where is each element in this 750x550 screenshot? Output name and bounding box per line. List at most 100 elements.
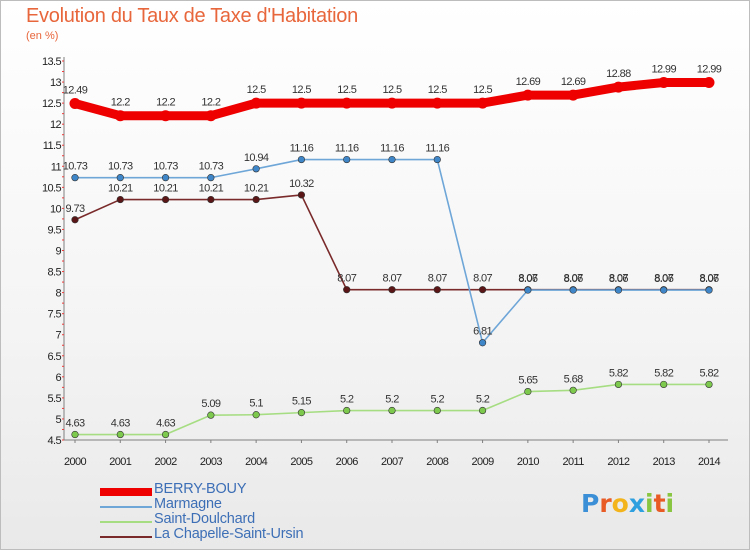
- data-label: 10.32: [289, 178, 314, 190]
- data-point: [478, 286, 487, 294]
- data-label: 12.2: [111, 97, 130, 109]
- logo-letter: o: [611, 489, 629, 518]
- data-label: 5.09: [201, 398, 220, 410]
- data-label: 4.63: [156, 418, 175, 430]
- data-label: 8.07: [473, 273, 492, 285]
- y-tick-label: 5.5: [48, 393, 62, 405]
- data-label: 8.06: [518, 273, 537, 285]
- y-tick-label: 13.5: [42, 56, 61, 68]
- data-label: 12.99: [651, 63, 676, 75]
- data-label: 10.94: [244, 152, 269, 164]
- data-point: [478, 339, 487, 347]
- data-point: [114, 110, 126, 122]
- data-point: [161, 174, 170, 182]
- data-label: 12.69: [516, 76, 541, 88]
- y-tick-label: 8: [55, 288, 61, 300]
- data-label: 5.82: [609, 367, 628, 379]
- data-point: [343, 406, 351, 415]
- data-label: 6.81: [473, 326, 492, 338]
- x-tick-label: 2009: [472, 456, 495, 468]
- data-point: [250, 97, 262, 109]
- data-label: 8.06: [699, 273, 718, 285]
- logo-letter: x: [628, 489, 645, 518]
- unit-label: (en %): [26, 30, 59, 42]
- data-point: [658, 76, 670, 88]
- proxiti-logo: Proxiti: [581, 489, 674, 518]
- y-tick-label: 13: [50, 77, 62, 89]
- y-tick-label: 5: [55, 414, 61, 426]
- x-tick-label: 2001: [109, 456, 132, 468]
- data-label: 11.16: [425, 143, 449, 155]
- y-tick-label: 9.5: [48, 224, 62, 236]
- x-tick-label: 2008: [426, 456, 449, 468]
- data-point: [705, 286, 713, 294]
- data-label: 10.21: [199, 183, 224, 195]
- data-label: 8.07: [609, 273, 628, 285]
- x-tick-label: 2012: [607, 456, 630, 468]
- data-label: 8.06: [609, 273, 628, 285]
- legend-label: Marmagne: [154, 496, 222, 512]
- logo-letter: t: [653, 489, 666, 518]
- data-point: [388, 286, 396, 294]
- series-2: 4.63 4.63 4.63 5.09 5.1 5.15 5.2 5.2 5.2 5.2 5.65 5…: [65, 367, 720, 439]
- data-label: 12.5: [247, 84, 266, 96]
- data-point: [433, 406, 441, 415]
- data-label: 12.2: [156, 97, 175, 109]
- data-point: [386, 97, 398, 109]
- data-label: 8.06: [654, 273, 673, 285]
- y-tick-label: 12: [50, 119, 62, 131]
- data-point: [524, 286, 532, 294]
- data-label: 10.21: [244, 183, 269, 195]
- data-point: [660, 286, 668, 294]
- data-point: [388, 406, 396, 415]
- data-point: [477, 97, 489, 109]
- data-point: [252, 165, 260, 173]
- y-tick-label: 7: [55, 330, 61, 342]
- data-label: 8.06: [564, 273, 583, 285]
- data-label: 8.07: [564, 273, 583, 285]
- data-point: [297, 191, 306, 199]
- data-label: 5.1: [249, 398, 263, 410]
- legend-swatch: [100, 506, 152, 508]
- data-label: 10.73: [63, 161, 88, 173]
- data-point: [567, 89, 579, 101]
- logo-letter: r: [599, 489, 612, 518]
- data-label: 4.63: [65, 418, 84, 430]
- legend-label: Saint-Doulchard: [154, 511, 255, 527]
- data-point: [660, 380, 668, 389]
- data-label: 5.2: [476, 394, 490, 406]
- data-label: 12.2: [201, 97, 220, 109]
- data-point: [116, 174, 124, 182]
- data-point: [297, 409, 306, 417]
- data-label: 5.15: [292, 396, 311, 408]
- data-label: 12.5: [473, 84, 492, 96]
- x-tick-label: 2007: [381, 456, 404, 468]
- data-label: 5.82: [654, 367, 673, 379]
- data-point: [116, 195, 124, 204]
- data-point: [207, 174, 215, 182]
- data-label: 9.73: [65, 203, 84, 215]
- data-point: [612, 81, 624, 93]
- data-point: [252, 195, 260, 204]
- data-label: 5.68: [564, 373, 583, 385]
- y-tick-label: 6: [55, 372, 61, 384]
- x-tick-label: 2000: [64, 456, 87, 468]
- data-point: [614, 286, 623, 294]
- data-point: [297, 155, 306, 164]
- data-point: [343, 155, 351, 164]
- legend-label: La Chapelle-Saint-Ursin: [154, 526, 304, 542]
- data-point: [71, 216, 79, 224]
- x-tick-label: 2013: [653, 456, 676, 468]
- data-point: [431, 97, 443, 109]
- legend-label: BERRY-BOUY: [154, 481, 247, 497]
- y-tick-label: 10: [50, 203, 62, 215]
- data-label: 8.07: [699, 273, 718, 285]
- data-point: [252, 411, 260, 419]
- data-label: 12.5: [337, 84, 356, 96]
- legend-swatch: [100, 521, 152, 523]
- y-tick-label: 12.5: [42, 98, 61, 110]
- data-point: [160, 110, 172, 122]
- data-label: 5.65: [518, 375, 537, 387]
- x-tick-label: 2006: [336, 456, 359, 468]
